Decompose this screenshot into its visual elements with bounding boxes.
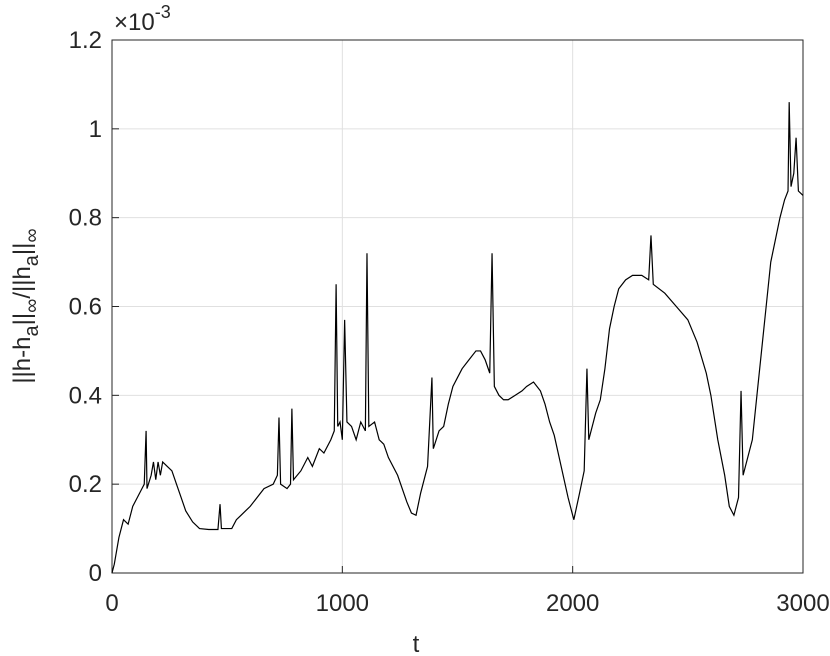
y-axis-label-part: ∞ — [21, 299, 43, 313]
data-line — [111, 102, 804, 574]
y-tick-label: 0.4 — [69, 382, 102, 409]
y-multiplier-base: ×10 — [114, 9, 155, 36]
axes-box — [111, 39, 804, 574]
y-axis-label-part: a — [21, 325, 43, 337]
y-multiplier: ×10-3 — [114, 2, 171, 36]
y-axis-label-part: ||h-h — [9, 337, 36, 384]
x-tick-label: 1000 — [316, 590, 369, 617]
y-tick-label: 0.6 — [69, 294, 102, 321]
y-axis-label-part: /||h — [9, 266, 36, 298]
x-tick-label: 2000 — [546, 590, 599, 617]
x-tick-label: 0 — [105, 590, 118, 617]
y-axis-label-part: || — [9, 313, 36, 325]
y-multiplier-exponent: -3 — [155, 2, 171, 22]
x-axis-label: t — [413, 631, 420, 656]
y-axis-label-part: ∞ — [21, 228, 43, 242]
y-tick-label: 0.8 — [69, 205, 102, 232]
y-tick-label: 1 — [89, 116, 102, 143]
y-tick-label: 1.2 — [69, 27, 102, 54]
y-tick-label: 0.2 — [69, 471, 102, 498]
y-axis-label-part: || — [9, 243, 36, 255]
x-tick-label: 3000 — [776, 590, 829, 617]
y-tick-label: 0 — [89, 560, 102, 587]
y-axis-label: ||h-ha||∞/||ha||∞ — [9, 228, 43, 383]
y-axis-label-part: a — [21, 254, 43, 266]
